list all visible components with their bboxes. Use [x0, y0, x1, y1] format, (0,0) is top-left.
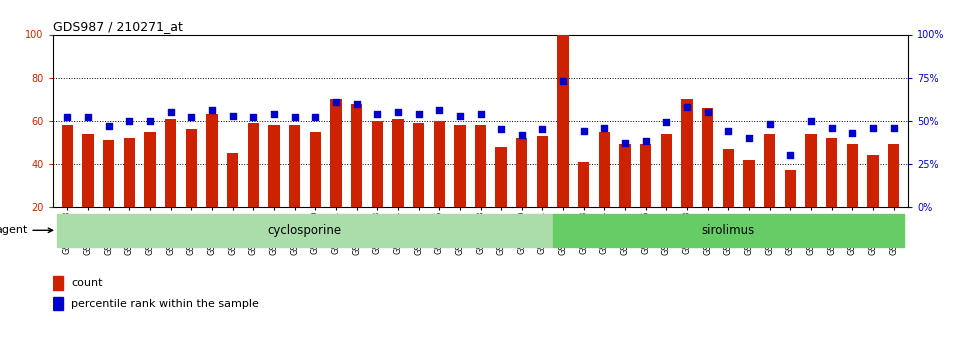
- Point: [473, 111, 488, 117]
- Bar: [888, 145, 899, 207]
- Bar: [413, 123, 424, 207]
- Point: [411, 111, 427, 117]
- Bar: [640, 145, 652, 207]
- Point: [679, 104, 695, 110]
- Bar: [309, 131, 321, 207]
- Bar: [248, 123, 259, 207]
- Bar: [681, 99, 693, 207]
- Text: count: count: [71, 278, 103, 288]
- Point: [555, 78, 571, 84]
- Bar: [392, 119, 404, 207]
- Point: [349, 101, 364, 106]
- Bar: [53, 297, 63, 310]
- Point: [658, 120, 674, 125]
- Point: [329, 99, 344, 105]
- Point: [597, 125, 612, 130]
- Bar: [165, 119, 176, 207]
- Bar: [268, 125, 280, 207]
- Point: [576, 128, 591, 134]
- Bar: [661, 134, 672, 207]
- Point: [782, 152, 798, 158]
- Point: [266, 111, 282, 117]
- Bar: [62, 125, 73, 207]
- Bar: [475, 125, 486, 207]
- Bar: [372, 121, 382, 207]
- Text: agent: agent: [0, 225, 53, 235]
- Bar: [702, 108, 713, 207]
- Point: [246, 115, 261, 120]
- Bar: [599, 131, 610, 207]
- Bar: [785, 170, 796, 207]
- Point: [163, 109, 179, 115]
- Text: percentile rank within the sample: percentile rank within the sample: [71, 299, 259, 309]
- Point: [81, 115, 96, 120]
- Bar: [289, 125, 300, 207]
- Point: [122, 118, 137, 124]
- Bar: [764, 134, 776, 207]
- Point: [142, 118, 158, 124]
- Point: [431, 108, 447, 113]
- Point: [60, 115, 75, 120]
- Bar: [537, 136, 548, 207]
- Bar: [53, 276, 63, 290]
- Point: [390, 109, 406, 115]
- Bar: [579, 162, 589, 207]
- Bar: [496, 147, 506, 207]
- Bar: [103, 140, 114, 207]
- Point: [225, 113, 240, 118]
- Bar: [144, 131, 156, 207]
- Point: [700, 109, 715, 115]
- Point: [741, 135, 756, 141]
- Point: [184, 115, 199, 120]
- Point: [101, 123, 116, 129]
- Bar: [557, 32, 569, 207]
- Point: [493, 127, 508, 132]
- Bar: [227, 153, 238, 207]
- Point: [534, 127, 550, 132]
- Point: [287, 115, 303, 120]
- Bar: [620, 145, 630, 207]
- Point: [824, 125, 839, 130]
- Bar: [433, 121, 445, 207]
- Bar: [57, 214, 553, 247]
- Bar: [124, 138, 135, 207]
- Point: [762, 121, 777, 127]
- Bar: [351, 104, 362, 207]
- Point: [370, 111, 385, 117]
- Bar: [723, 149, 734, 207]
- Bar: [826, 138, 837, 207]
- Point: [453, 113, 468, 118]
- Bar: [553, 214, 904, 247]
- Bar: [744, 159, 754, 207]
- Bar: [847, 145, 858, 207]
- Point: [865, 125, 880, 130]
- Bar: [331, 99, 341, 207]
- Text: sirolimus: sirolimus: [702, 224, 755, 237]
- Point: [886, 125, 901, 130]
- Text: cyclosporine: cyclosporine: [268, 224, 342, 237]
- Point: [514, 132, 530, 137]
- Bar: [83, 134, 93, 207]
- Point: [205, 108, 220, 113]
- Point: [638, 139, 653, 144]
- Bar: [805, 134, 817, 207]
- Bar: [868, 155, 878, 207]
- Bar: [455, 125, 465, 207]
- Point: [308, 115, 323, 120]
- Point: [803, 118, 819, 124]
- Bar: [185, 129, 197, 207]
- Point: [721, 128, 736, 134]
- Point: [845, 130, 860, 136]
- Bar: [516, 138, 528, 207]
- Bar: [207, 114, 217, 207]
- Point: [617, 140, 632, 146]
- Text: GDS987 / 210271_at: GDS987 / 210271_at: [53, 20, 183, 33]
